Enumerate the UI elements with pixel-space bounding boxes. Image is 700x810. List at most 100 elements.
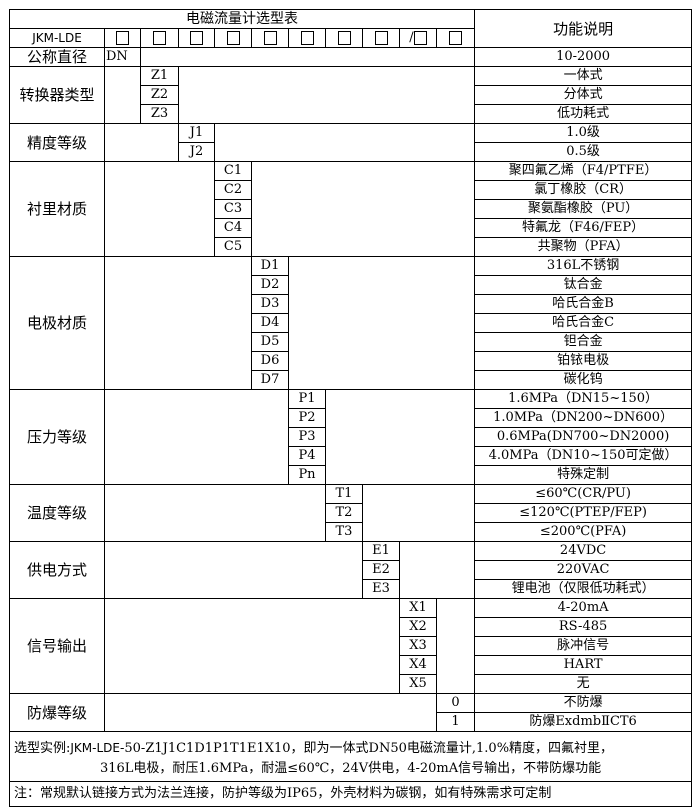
- blank-cell: [361, 484, 476, 542]
- option-description: 一体式: [474, 66, 693, 86]
- option-description: 316L不锈钢: [474, 256, 693, 276]
- group-label: 防爆等级: [9, 693, 105, 732]
- code-placeholder-box: [140, 28, 179, 48]
- option-code: T2: [325, 503, 363, 523]
- option-description: 不防爆: [474, 693, 693, 713]
- blank-cell: [104, 256, 252, 390]
- option-code: P2: [288, 408, 326, 428]
- empty-box-icon: [413, 30, 427, 45]
- option-code: D1: [251, 256, 289, 276]
- option-code: D7: [251, 370, 289, 390]
- empty-box-icon: [374, 30, 388, 45]
- option-description: 特殊定制: [474, 465, 693, 485]
- option-code: X4: [399, 655, 437, 675]
- option-code: T3: [325, 522, 363, 542]
- header-row: 电磁流量计选型表 功能说明: [8, 9, 693, 48]
- group-label: 供电方式: [9, 541, 105, 599]
- option-description: 铂铱电极: [474, 351, 693, 371]
- option-description: 哈氏合金C: [474, 313, 693, 333]
- option-code: T1: [325, 484, 363, 504]
- option-description: ≤120℃(PTEP/FEP): [474, 503, 693, 523]
- group-label: 转换器类型: [9, 66, 105, 124]
- code-placeholder-box: [362, 28, 400, 48]
- option-description: 分体式: [474, 85, 693, 105]
- option-description: 1.0MPa（DN200~DN600）: [474, 408, 693, 428]
- option-code: 1: [435, 712, 476, 732]
- function-column-header: 功能说明: [474, 9, 693, 48]
- option-row: D7 碳化钨: [10, 370, 693, 390]
- option-row: T3 ≤200℃(PFA): [10, 522, 693, 542]
- option-code: 0: [435, 693, 476, 713]
- option-description: 0.6MPa(DN700~DN2000): [474, 427, 693, 447]
- selection-example: 选型实例:JKM-LDE-50-Z1J1C1D1P1T1E1X10，即为一体式D…: [8, 731, 693, 782]
- blank-cell: [324, 389, 476, 485]
- option-description: 220VAC: [474, 560, 693, 580]
- option-description: 无: [474, 674, 693, 694]
- group-label: 压力等级: [9, 389, 105, 485]
- code-placeholder-box: [325, 28, 363, 48]
- option-row: 公称直径 DN 10-2000: [9, 47, 693, 67]
- slash-separator: /: [409, 30, 414, 45]
- blank-cell: [104, 123, 179, 162]
- option-code: D2: [251, 275, 289, 295]
- group-label: 公称直径: [9, 47, 105, 67]
- example-line2: 316L电极，耐压1.6MPa，耐温≤60℃，24V供电，4-20mA信号输出，…: [99, 761, 602, 776]
- remark-note: 注：常规默认链接方式为法兰连接，防护等级为IP65，外壳材料为碳钢，如有特殊需求…: [8, 781, 693, 807]
- empty-box-icon: [263, 30, 277, 45]
- option-code: E2: [362, 560, 400, 580]
- option-description: ≤60℃(CR/PU): [474, 484, 693, 504]
- option-code: DN: [104, 47, 141, 67]
- code-placeholder-box: [178, 28, 215, 48]
- option-description: 脉冲信号: [474, 636, 693, 656]
- option-code: C1: [214, 161, 252, 181]
- empty-box-icon: [337, 30, 351, 45]
- option-description: RS-485: [474, 617, 693, 637]
- option-row: 防爆等级 0 不防爆: [9, 693, 693, 732]
- group-label: 精度等级: [9, 123, 105, 162]
- option-row: 电极材质 D1 316L不锈钢: [9, 256, 693, 390]
- option-code: J2: [178, 142, 215, 162]
- option-code: C4: [214, 218, 252, 238]
- option-description: 低功耗式: [474, 104, 693, 124]
- blank-cell: [104, 389, 289, 485]
- option-code: P4: [288, 446, 326, 466]
- example-prefix: 选型实例:: [14, 741, 71, 756]
- blank-cell: [177, 66, 476, 124]
- blank-cell: [250, 161, 476, 257]
- empty-box-icon: [116, 30, 129, 45]
- option-code: C5: [214, 237, 252, 257]
- option-row: C3 聚氨酯橡胶（PU）: [10, 199, 693, 219]
- blank-cell: [104, 598, 400, 694]
- option-description: 10-2000: [474, 47, 693, 67]
- example-model: JKM-LDE: [70, 741, 120, 755]
- empty-box-icon: [300, 30, 314, 45]
- group-label: 衬里材质: [9, 161, 105, 257]
- blank-cell: [104, 161, 215, 257]
- code-placeholder-box: [251, 28, 289, 48]
- group-label: 电极材质: [9, 256, 105, 390]
- option-row: E2 220VAC: [10, 560, 693, 580]
- option-row: 温度等级 T1 ≤60℃(CR/PU): [9, 484, 693, 542]
- option-description: 4.0MPa（DN10~150可定做）: [474, 446, 693, 466]
- option-description: 共聚物（PFA）: [474, 237, 693, 257]
- option-row: P4 4.0MPa（DN10~150可定做）: [10, 446, 693, 466]
- option-code: X1: [399, 598, 437, 618]
- option-code: Z1: [140, 66, 179, 86]
- code-placeholder-box: [104, 28, 141, 48]
- group-label: 温度等级: [9, 484, 105, 542]
- option-row: 转换器类型 Z1 一体式: [9, 66, 693, 124]
- option-description: 聚氨酯橡胶（PU）: [474, 199, 693, 219]
- option-description: 特氟龙（F46/FEP）: [474, 218, 693, 238]
- option-code: D5: [251, 332, 289, 352]
- example-line1: -50-Z1J1C1D1P1T1E1X10，即为一体式DN50电磁流量计,1.0…: [120, 741, 614, 756]
- empty-box-icon: [226, 30, 240, 45]
- empty-box-icon: [153, 30, 166, 45]
- option-row: Pn 特殊定制: [10, 465, 693, 485]
- option-code: D6: [251, 351, 289, 371]
- option-code: X2: [399, 617, 437, 637]
- option-description: 24VDC: [474, 541, 693, 561]
- option-description: HART: [474, 655, 693, 675]
- example-row: 选型实例:JKM-LDE-50-Z1J1C1D1P1T1E1X10，即为一体式D…: [8, 731, 693, 782]
- option-row: C5 共聚物（PFA）: [10, 237, 693, 257]
- option-description: 锂电池（仅限低功耗式）: [474, 579, 693, 599]
